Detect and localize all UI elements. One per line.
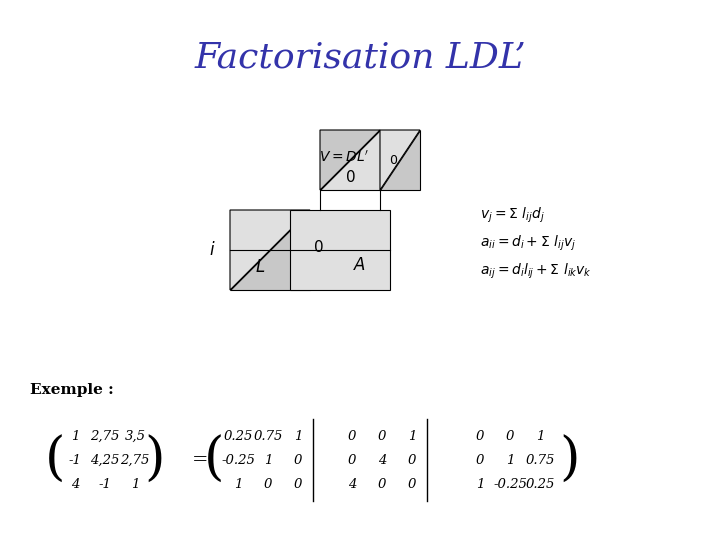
Text: 0: 0 bbox=[506, 429, 514, 442]
Text: 0: 0 bbox=[378, 477, 386, 490]
Text: 0.75: 0.75 bbox=[253, 429, 283, 442]
Text: -0.25: -0.25 bbox=[221, 454, 255, 467]
Text: 0: 0 bbox=[476, 454, 484, 467]
Text: 4: 4 bbox=[378, 454, 386, 467]
Polygon shape bbox=[230, 210, 310, 290]
Text: 0: 0 bbox=[348, 429, 356, 442]
Text: 1: 1 bbox=[536, 429, 544, 442]
Text: 4: 4 bbox=[71, 477, 79, 490]
Text: $A$: $A$ bbox=[354, 258, 366, 274]
Text: $a_{ij}=d_il_{ij}+\Sigma\ l_{ik}v_k$: $a_{ij}=d_il_{ij}+\Sigma\ l_{ik}v_k$ bbox=[480, 261, 592, 281]
Text: $0$: $0$ bbox=[345, 169, 355, 185]
Text: (: ( bbox=[204, 435, 224, 485]
Text: 0.75: 0.75 bbox=[526, 454, 554, 467]
Polygon shape bbox=[380, 130, 420, 190]
Text: 0: 0 bbox=[378, 429, 386, 442]
Text: -1: -1 bbox=[99, 477, 112, 490]
Bar bbox=[290, 210, 390, 290]
Text: 0: 0 bbox=[294, 477, 302, 490]
Text: =: = bbox=[192, 451, 208, 469]
Text: 1: 1 bbox=[476, 477, 484, 490]
Text: Exemple :: Exemple : bbox=[30, 383, 114, 397]
Text: 1: 1 bbox=[408, 429, 416, 442]
Text: 0: 0 bbox=[408, 454, 416, 467]
Text: -0.25: -0.25 bbox=[493, 477, 527, 490]
Text: 1: 1 bbox=[506, 454, 514, 467]
Polygon shape bbox=[230, 210, 310, 290]
Text: 0.25: 0.25 bbox=[223, 429, 253, 442]
Text: $0$: $0$ bbox=[390, 153, 399, 166]
Text: 1: 1 bbox=[71, 429, 79, 442]
Text: 0: 0 bbox=[264, 477, 272, 490]
Text: -1: -1 bbox=[68, 454, 81, 467]
Text: 3,5: 3,5 bbox=[125, 429, 145, 442]
Text: 0: 0 bbox=[348, 454, 356, 467]
Text: 0.25: 0.25 bbox=[526, 477, 554, 490]
Text: 4,25: 4,25 bbox=[90, 454, 120, 467]
Polygon shape bbox=[320, 130, 380, 190]
Text: 0: 0 bbox=[408, 477, 416, 490]
Text: 0: 0 bbox=[294, 454, 302, 467]
Text: 0: 0 bbox=[476, 429, 484, 442]
Text: 1: 1 bbox=[234, 477, 242, 490]
Polygon shape bbox=[380, 130, 420, 190]
Text: (: ( bbox=[45, 435, 66, 485]
Text: $V=DL'$: $V=DL'$ bbox=[319, 150, 369, 165]
Text: $v_j=\Sigma\ l_{ij}d_j$: $v_j=\Sigma\ l_{ij}d_j$ bbox=[480, 205, 545, 225]
Text: ): ) bbox=[144, 435, 165, 485]
Text: 1: 1 bbox=[294, 429, 302, 442]
Text: 4: 4 bbox=[348, 477, 356, 490]
Text: 1: 1 bbox=[264, 454, 272, 467]
Text: ): ) bbox=[559, 435, 580, 485]
Text: 1: 1 bbox=[131, 477, 139, 490]
Text: 2,75: 2,75 bbox=[90, 429, 120, 442]
Text: $i$: $i$ bbox=[209, 241, 215, 259]
Text: $0$: $0$ bbox=[312, 239, 323, 255]
Polygon shape bbox=[320, 130, 380, 190]
Text: $a_{ii}=d_i+\Sigma\ l_{ij}v_j$: $a_{ii}=d_i+\Sigma\ l_{ij}v_j$ bbox=[480, 233, 576, 253]
Text: $L$: $L$ bbox=[256, 259, 266, 276]
Text: 2,75: 2,75 bbox=[120, 454, 150, 467]
Text: Factorisation LDL’: Factorisation LDL’ bbox=[194, 40, 526, 74]
